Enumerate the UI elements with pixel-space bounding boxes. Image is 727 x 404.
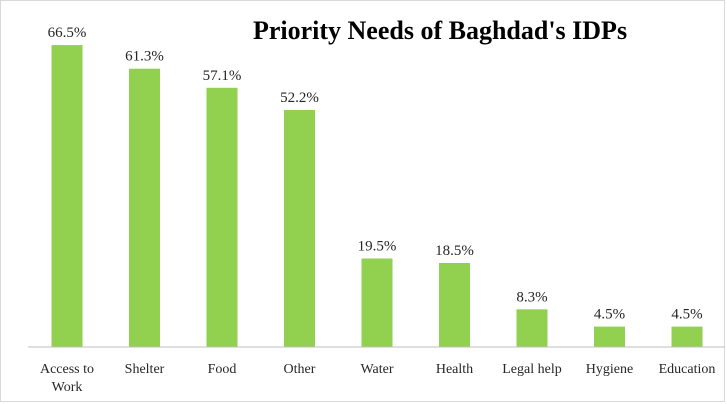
bar-6 [516, 309, 548, 347]
bar-8 [671, 326, 703, 347]
bar-1 [129, 68, 160, 347]
value-label-3: 52.2% [280, 90, 319, 106]
category-label-line: Access to [40, 362, 94, 377]
bar-0 [51, 45, 83, 347]
tick-labels-group: Access to Work Shelter Food Other Water Health… [40, 362, 715, 395]
category-label-8: Education [659, 362, 716, 377]
value-label-6: 8.3% [516, 289, 547, 305]
bar-5 [439, 263, 470, 347]
category-label-line: Other [284, 362, 316, 377]
category-label-2: Food [208, 362, 237, 377]
category-label-1: Shelter [125, 362, 165, 377]
value-label-7: 4.5% [594, 307, 625, 323]
value-label-1: 61.3% [125, 49, 164, 65]
value-label-8: 4.5% [671, 307, 702, 323]
bar-4 [361, 258, 393, 347]
bar-7 [594, 326, 625, 347]
category-label-line: Food [208, 362, 237, 377]
category-label-4: Water [360, 362, 393, 377]
category-label-line: Legal help [502, 362, 561, 377]
value-label-2: 57.1% [203, 68, 242, 84]
bar-3 [284, 110, 315, 347]
category-label-5: Health [436, 362, 473, 377]
category-label-line: Work [52, 380, 83, 395]
value-labels-group: 66.5% 61.3% 57.1% 52.2% 19.5% 18.5% 8.3% 4.5% 4.… [48, 25, 703, 323]
category-label-line: Shelter [125, 362, 165, 377]
category-label-3: Other [284, 362, 316, 377]
value-label-5: 18.5% [435, 243, 474, 259]
category-label-line: Health [436, 362, 473, 377]
value-label-0: 66.5% [48, 25, 87, 41]
category-label-7: Hygiene [586, 362, 633, 377]
category-label-line: Water [360, 362, 393, 377]
value-label-4: 19.5% [358, 239, 397, 255]
category-label-line: Education [659, 362, 716, 377]
category-label-6: Legal help [502, 362, 561, 377]
chart-title: Priority Needs of Baghdad's IDPs [253, 16, 627, 45]
category-label-0: Access to Work [40, 362, 94, 395]
bars-group [51, 45, 703, 348]
bar-2 [206, 87, 238, 348]
category-label-line: Hygiene [586, 362, 633, 377]
